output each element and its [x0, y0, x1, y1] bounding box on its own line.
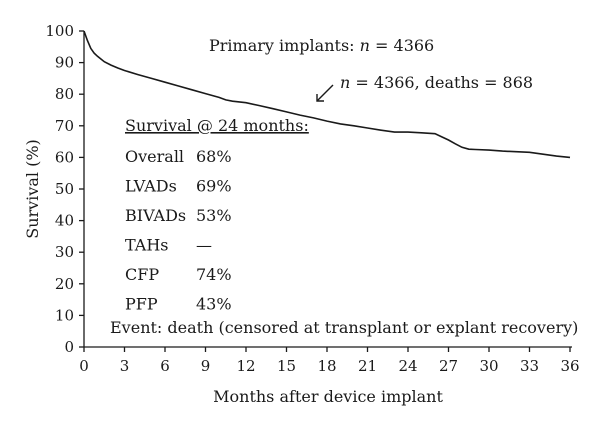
survival-group: PFP	[125, 295, 158, 314]
event-note: Event: death (censored at transplant or …	[110, 318, 578, 337]
x-tick-label: 27	[439, 357, 458, 375]
survival-group: Overall	[125, 147, 184, 166]
survival-heading: Survival @ 24 months:	[125, 116, 309, 135]
survival-row: BIVADs 53%	[125, 206, 232, 225]
y-tick-label: 80	[55, 85, 74, 103]
x-axis-label: Months after device implant	[213, 387, 443, 406]
cohort-value: = 4366	[370, 36, 434, 55]
cohort-prefix: Primary implants:	[209, 36, 360, 55]
survival-group: CFP	[125, 265, 159, 284]
arrow-value: = 4366, deaths = 868	[350, 73, 533, 92]
cohort-annotation: Primary implants: n = 4366	[209, 36, 434, 55]
cohort-n-var: n	[360, 36, 370, 55]
survival-value: 69%	[196, 177, 232, 196]
survival-row: LVADs 69%	[125, 177, 232, 196]
survival-curve	[83, 30, 571, 159]
y-tick-label: 20	[55, 275, 74, 293]
survival-value: 74%	[196, 265, 232, 284]
x-tick-label: 3	[120, 357, 130, 375]
survival-value: 68%	[196, 147, 232, 166]
arrow-shaft	[316, 84, 334, 102]
y-axis-ticks: 0 10 20 30 40 50 60 70 80 90 100	[45, 22, 84, 356]
survival-group: TAHs	[125, 236, 169, 255]
survival-value: —	[196, 236, 212, 255]
x-tick-label: 6	[160, 357, 170, 375]
survival-row: PFP 43%	[125, 295, 232, 314]
x-tick-label: 30	[479, 357, 498, 375]
survival-value: 53%	[196, 206, 232, 225]
survival-group: BIVADs	[125, 206, 186, 225]
x-axis-ticks: 0 3 6 9 12 15 18 21 24 27 30 33 36	[79, 347, 580, 375]
x-tick-label: 15	[277, 357, 296, 375]
survival-row: Overall 68%	[125, 147, 232, 166]
arrow-annotation: n = 4366, deaths = 868	[340, 73, 533, 92]
x-tick-label: 0	[79, 357, 89, 375]
survival-table: Overall 68% LVADs 69% BIVADs 53% TAHs — CFP 74% PF…	[125, 147, 232, 314]
x-tick-label: 33	[520, 357, 539, 375]
y-tick-label: 60	[55, 148, 74, 166]
y-tick-label: 90	[55, 54, 74, 72]
survival-row: CFP 74%	[125, 265, 232, 284]
x-tick-label: 21	[358, 357, 377, 375]
x-tick-label: 9	[201, 357, 211, 375]
y-tick-label: 40	[55, 212, 74, 230]
y-tick-label: 10	[55, 306, 74, 324]
arrow-head	[316, 94, 324, 102]
x-tick-label: 36	[560, 357, 579, 375]
x-tick-label: 24	[398, 357, 417, 375]
annotation-arrow	[316, 84, 334, 102]
y-tick-label: 30	[55, 243, 74, 261]
arrow-n-var: n	[340, 73, 350, 92]
y-tick-label: 100	[45, 22, 74, 40]
y-axis-label: Survival (%)	[23, 139, 42, 239]
y-tick-label: 70	[55, 117, 74, 135]
survival-value: 43%	[196, 295, 232, 314]
y-tick-label: 50	[55, 180, 74, 198]
survival-group: LVADs	[125, 177, 177, 196]
x-tick-label: 12	[236, 357, 255, 375]
x-tick-label: 18	[317, 357, 336, 375]
y-tick-label: 0	[64, 338, 74, 356]
survival-row: TAHs —	[125, 236, 212, 255]
